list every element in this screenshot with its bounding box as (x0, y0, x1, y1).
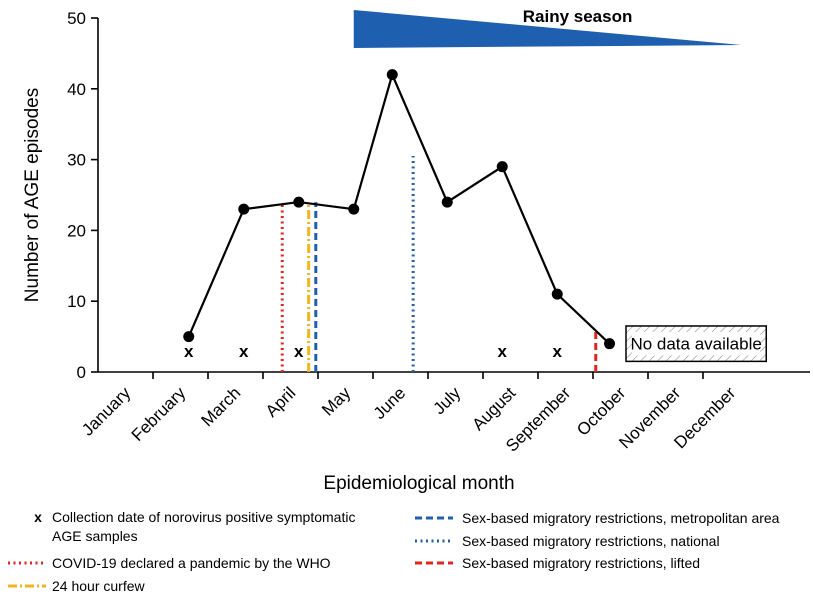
data-point (496, 161, 508, 173)
rainy-season-label: Rainy season (523, 7, 633, 26)
rainy-season-wedge (353, 10, 742, 48)
x-month-label: January (78, 383, 135, 440)
y-tick-label: 10 (67, 292, 86, 311)
x-month-label: February (128, 383, 190, 445)
norovirus-marker: x (498, 342, 508, 361)
norovirus-marker: x (239, 342, 249, 361)
no-data-label-bg (632, 331, 761, 356)
x-month-label: April (262, 383, 299, 420)
x-month-label: October (573, 383, 629, 439)
y-tick-label: 0 (77, 363, 86, 382)
x-month-label: July (430, 383, 465, 418)
data-point (238, 203, 250, 215)
legend-label-norovirus-2: AGE samples (52, 528, 138, 544)
data-point (183, 331, 195, 343)
legend-label-metro: Sex-based migratory restrictions, metrop… (462, 510, 780, 526)
y-tick-label: 30 (67, 151, 86, 170)
data-point (348, 203, 360, 215)
x-axis-title: Epidemiological month (323, 473, 514, 494)
norovirus-marker: x (184, 342, 194, 361)
data-point (386, 69, 398, 81)
norovirus-marker: x (294, 342, 304, 361)
legend-label-curfew: 24 hour curfew (52, 578, 145, 594)
age-episodes-line (187, 71, 611, 345)
x-month-label: August (468, 383, 519, 434)
norovirus-marker: x (553, 342, 563, 361)
legend-label-national: Sex-based migratory restrictions, nation… (462, 533, 720, 549)
data-point (551, 288, 563, 300)
no-data-label: No data available (630, 335, 761, 354)
x-month-label: June (370, 383, 410, 423)
data-point (441, 196, 453, 208)
legend-label-lifted: Sex-based migratory restrictions, lifted (462, 555, 700, 571)
y-tick-label: 40 (67, 80, 86, 99)
data-point (293, 196, 305, 208)
legend-label-pandemic: COVID-19 declared a pandemic by the WHO (52, 555, 331, 571)
legend-symbol-norovirus: x (34, 509, 42, 525)
x-month-label: May (318, 383, 354, 419)
y-tick-label: 50 (67, 9, 86, 28)
y-axis-title: Number of AGE episodes (22, 88, 43, 302)
legend-label-norovirus-1: Collection date of norovirus positive sy… (52, 509, 355, 525)
data-point (604, 338, 615, 350)
x-month-label: March (197, 383, 244, 430)
y-tick-label: 20 (67, 221, 86, 240)
